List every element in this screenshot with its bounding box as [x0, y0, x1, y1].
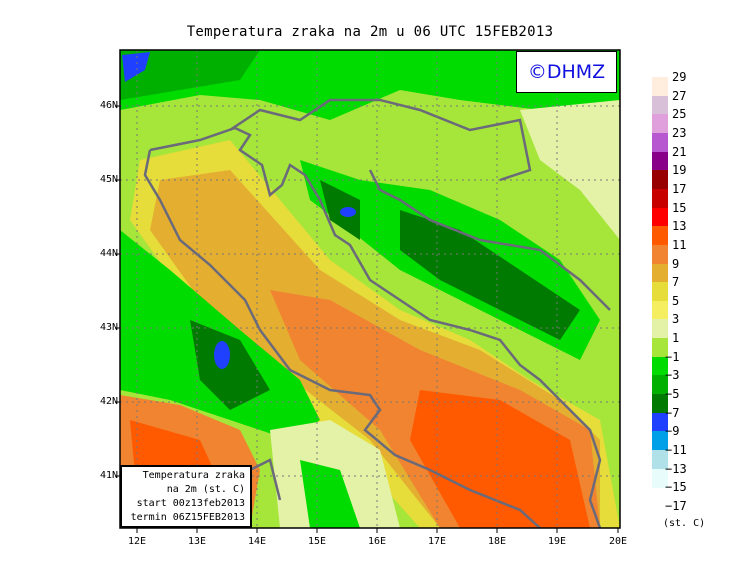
- legend-color-swatch: [652, 263, 668, 283]
- legend-color-swatch: [652, 356, 668, 376]
- legend-color-swatch: [652, 132, 668, 152]
- legend-color-swatch: [652, 450, 668, 469]
- temp-zone-ionian: [410, 390, 590, 528]
- graticule: [120, 50, 620, 528]
- x-tick-label: 18E: [487, 536, 507, 547]
- legend-label: −15: [665, 480, 687, 495]
- legend-label: 9: [672, 256, 680, 271]
- legend-unit: (st. C): [663, 518, 706, 529]
- legend-label: −17: [665, 498, 687, 513]
- y-tick-label: 46N: [99, 100, 118, 111]
- legend-label: −1: [665, 349, 680, 364]
- x-tick-label: 16E: [367, 536, 387, 547]
- y-tick-label: 43N: [99, 322, 118, 333]
- legend-color-swatch: [652, 226, 668, 246]
- legend-label: 23: [672, 125, 687, 140]
- legend-label: 13: [672, 219, 687, 234]
- y-tick-label: 42N: [99, 396, 118, 407]
- legend-label: −5: [665, 387, 680, 402]
- legend-color-swatch: [652, 375, 668, 395]
- legend-label: 5: [672, 293, 680, 308]
- temp-spot-cold: [340, 207, 356, 217]
- x-tick-label: 17E: [427, 536, 447, 547]
- legend-color-swatch: [652, 319, 668, 339]
- x-tick-label: 14E: [247, 536, 267, 547]
- temp-zone-cold-blue: [122, 52, 150, 82]
- temp-zone-calabria: [300, 460, 360, 528]
- legend-color-swatch: [652, 207, 668, 227]
- legend-label: 11: [672, 237, 687, 252]
- legend-color-swatch: [652, 394, 668, 414]
- temp-zone-pannonia: [520, 100, 620, 240]
- map-title: Temperatura zraka na 2m u 06 UTC 15FEB20…: [186, 24, 554, 40]
- x-tick-label: 12E: [127, 536, 147, 547]
- legend-label: −7: [665, 405, 680, 420]
- legend-label: 15: [672, 200, 687, 215]
- y-tick-label: 45N: [99, 174, 118, 185]
- map-frame: [119, 49, 621, 529]
- y-tick-label: 44N: [99, 248, 118, 259]
- legend-label: 29: [672, 70, 687, 84]
- legend-label: 27: [672, 88, 687, 103]
- legend-label: 25: [672, 107, 687, 122]
- legend-label: 19: [672, 163, 687, 178]
- x-tick-label: 19E: [547, 536, 567, 547]
- temp-zone-apennines-cold: [190, 320, 270, 410]
- legend-color-swatch: [652, 95, 668, 115]
- info-line: na 2m (st. C): [166, 484, 245, 495]
- legend-label: 7: [672, 275, 680, 290]
- temp-zone-velebit: [320, 180, 360, 240]
- legend-label: 3: [672, 312, 680, 327]
- x-tick-label: 13E: [187, 536, 207, 547]
- dhmz-logo: ©DHMZ: [516, 51, 617, 93]
- legend-label: −13: [665, 461, 687, 476]
- legend-label: 21: [672, 144, 687, 159]
- legend-color-swatch: [652, 77, 668, 96]
- legend-color-swatch: [652, 188, 668, 208]
- info-line: start 00z13feb2013: [136, 498, 245, 509]
- axis-ticks: [115, 105, 619, 533]
- legend-label: 1: [672, 331, 680, 346]
- info-box: Temperatura zraka na 2m (st. C) start 00…: [120, 465, 252, 528]
- temp-zone-bosnia: [400, 210, 580, 340]
- legend-color-swatch: [652, 282, 668, 302]
- temp-spot-cold-italy: [214, 341, 230, 369]
- legend-label: −3: [665, 368, 680, 383]
- legend-color-swatch: [652, 151, 668, 171]
- x-tick-label: 20E: [608, 536, 628, 547]
- legend-color-swatch: [652, 244, 668, 264]
- coastline: [143, 98, 611, 528]
- legend-color-swatch: [652, 114, 668, 134]
- legend-label: −11: [665, 443, 687, 457]
- x-tick-label: 15E: [307, 536, 327, 547]
- legend-color-swatch: [652, 412, 668, 432]
- legend-color-swatch: [652, 431, 668, 451]
- info-line: termin 06Z15FEB2013: [130, 512, 245, 523]
- temp-zone-alps-cold: [120, 50, 260, 100]
- legend-color-swatch: [652, 338, 668, 358]
- info-line: Temperatura zraka: [142, 470, 245, 481]
- legend-color-swatch: [652, 300, 668, 320]
- legend-color-swatch: [652, 468, 668, 488]
- legend-label: −9: [665, 424, 680, 439]
- y-tick-label: 41N: [99, 470, 118, 481]
- legend-label: 17: [672, 181, 687, 196]
- legend-color-swatch: [652, 170, 668, 190]
